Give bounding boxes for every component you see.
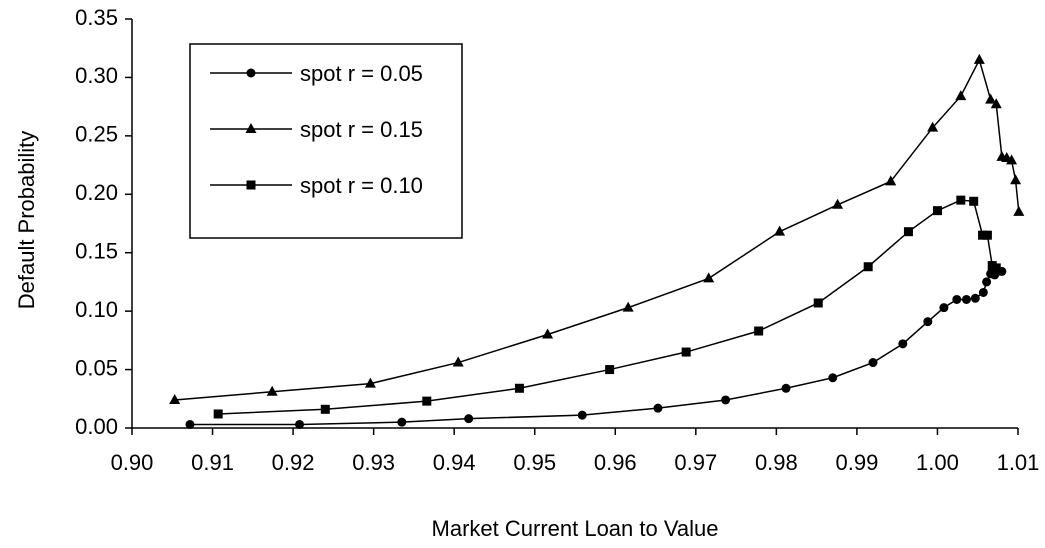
marker (605, 365, 615, 375)
x-tick-label: 0.98 (755, 450, 798, 475)
marker (781, 383, 791, 393)
legend-label: spot r = 0.15 (300, 117, 423, 142)
marker (932, 206, 942, 216)
x-tick-label: 0.96 (594, 450, 637, 475)
marker (397, 417, 407, 427)
legend-box (189, 43, 463, 239)
marker (973, 53, 985, 64)
marker (991, 263, 1001, 273)
marker (295, 419, 305, 429)
marker (721, 395, 731, 405)
marker (985, 93, 997, 104)
legend-marker (246, 68, 256, 78)
marker (978, 287, 988, 297)
marker (927, 121, 939, 132)
marker (923, 317, 933, 327)
marker (939, 303, 949, 313)
legend-marker (245, 123, 257, 133)
marker (885, 175, 897, 186)
marker (961, 294, 971, 304)
x-tick-label: 0.92 (272, 450, 315, 475)
marker (903, 227, 913, 237)
marker (1010, 174, 1022, 185)
x-axis-label: Market Current Loan to Value (432, 516, 719, 541)
y-tick-label: 0.25 (75, 122, 118, 147)
marker (514, 383, 524, 393)
marker (754, 326, 764, 336)
legend-label: spot r = 0.10 (300, 173, 423, 198)
x-tick-label: 0.94 (433, 450, 476, 475)
y-tick-label: 0.00 (75, 414, 118, 439)
y-tick-label: 0.35 (75, 5, 118, 30)
x-tick-label: 0.90 (111, 450, 154, 475)
y-tick-label: 0.10 (75, 297, 118, 322)
marker (990, 98, 1002, 109)
x-tick-label: 0.99 (835, 450, 878, 475)
y-tick-label: 0.05 (75, 355, 118, 380)
x-tick-label: 0.97 (674, 450, 717, 475)
marker (185, 419, 195, 429)
marker (969, 196, 979, 206)
marker (364, 377, 376, 388)
x-tick-label: 0.91 (191, 450, 234, 475)
y-tick-label: 0.20 (75, 180, 118, 205)
marker (970, 293, 980, 303)
marker (1013, 205, 1025, 216)
marker (952, 294, 962, 304)
marker (982, 230, 992, 240)
marker (832, 198, 844, 209)
marker (422, 396, 432, 406)
marker (653, 403, 663, 413)
marker (681, 347, 691, 357)
legend-marker (246, 180, 256, 190)
marker (978, 230, 988, 240)
marker (982, 277, 992, 287)
marker (464, 414, 474, 424)
marker (266, 385, 278, 396)
x-tick-label: 1.00 (916, 450, 959, 475)
marker (868, 358, 878, 368)
marker (577, 410, 587, 420)
marker (955, 90, 967, 101)
y-axis-label: Default Probability (14, 131, 39, 310)
marker (1006, 154, 1018, 165)
marker (956, 195, 966, 205)
marker (898, 339, 908, 349)
marker (622, 301, 634, 312)
x-tick-label: 1.01 (997, 450, 1040, 475)
series-line (189, 270, 1002, 426)
marker (703, 272, 715, 283)
marker (863, 262, 873, 272)
marker (169, 393, 181, 404)
x-tick-label: 0.93 (352, 450, 395, 475)
y-tick-label: 0.30 (75, 63, 118, 88)
y-tick-label: 0.15 (75, 239, 118, 264)
marker (213, 409, 223, 419)
marker (813, 298, 823, 308)
marker (452, 356, 464, 367)
marker (828, 373, 838, 383)
x-tick-label: 0.95 (513, 450, 556, 475)
legend-label: spot r = 0.05 (300, 61, 423, 86)
marker (774, 225, 786, 236)
marker (542, 328, 554, 339)
marker (320, 404, 330, 414)
